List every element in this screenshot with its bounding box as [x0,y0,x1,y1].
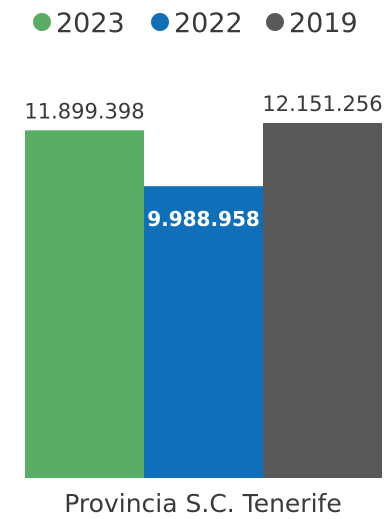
legend-label-2023: 2023 [56,8,125,39]
data-label-2022: 9.988.958 [147,207,260,231]
data-labels-group: 11.899.398 9.988.958 12.151.256 [24,92,382,231]
data-label-2023: 11.899.398 [24,99,144,123]
legend-marker-2022 [151,13,169,31]
bar-2022 [144,186,263,478]
legend-marker-2023 [33,13,51,31]
legend-label-2022: 2022 [174,8,243,39]
bar-2023 [25,130,144,479]
legend-marker-2019 [266,13,284,31]
data-label-2019: 12.151.256 [262,92,382,116]
legend-label-2019: 2019 [289,8,358,39]
category-axis-label: Provincia S.C. Tenerife [64,489,341,518]
bar-2019 [263,123,382,478]
chart-legend: 2023 2022 2019 [33,8,358,39]
bars-group [25,123,382,479]
